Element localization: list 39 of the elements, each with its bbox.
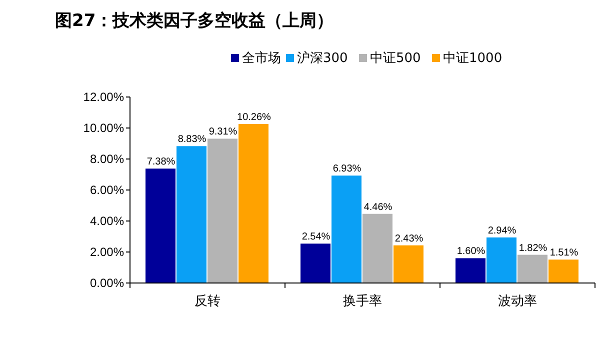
bar [176, 146, 206, 283]
data-label: 8.83% [178, 134, 206, 146]
chart-title: 图27：技术类因子多空收益（上周） [55, 11, 334, 31]
legend-label: 中证500 [370, 51, 421, 66]
data-label: 1.51% [550, 248, 578, 259]
bar [238, 124, 268, 283]
data-label: 10.26% [237, 112, 272, 123]
data-label: 9.31% [208, 126, 238, 138]
y-tick-label: 10.00% [83, 121, 124, 135]
legend-label: 全市场 [242, 51, 281, 66]
bar [456, 258, 486, 283]
bar [394, 245, 424, 283]
data-label: 2.94% [488, 225, 516, 236]
bar [518, 254, 548, 283]
y-tick-label: 12.00% [83, 90, 124, 104]
y-tick-label: 0.00% [90, 276, 124, 290]
y-tick-label: 8.00% [90, 152, 124, 166]
y-tick-label: 6.00% [90, 183, 124, 197]
y-tick-label: 4.00% [90, 214, 124, 228]
bar [362, 214, 392, 283]
bar [548, 260, 578, 283]
data-label: 4.46% [364, 202, 392, 213]
legend-label: 沪深300 [297, 50, 348, 66]
bar [146, 168, 176, 283]
legend-label: 中证1000 [443, 51, 502, 66]
y-tick-label: 2.00% [90, 245, 124, 259]
bar [486, 237, 516, 283]
data-label: 2.54% [302, 232, 330, 243]
x-tick-label: 反转 [194, 294, 220, 309]
data-label: 2.43% [394, 233, 424, 244]
bar [208, 138, 238, 283]
x-tick-label: 波动率 [498, 293, 537, 309]
data-label: 7.38% [146, 156, 176, 168]
data-label: 1.60% [456, 246, 486, 258]
bar [300, 244, 330, 283]
bar [332, 176, 362, 283]
data-label: 6.93% [332, 164, 362, 175]
x-tick-label: 换手率 [343, 293, 382, 309]
data-label: 1.82% [518, 242, 548, 254]
